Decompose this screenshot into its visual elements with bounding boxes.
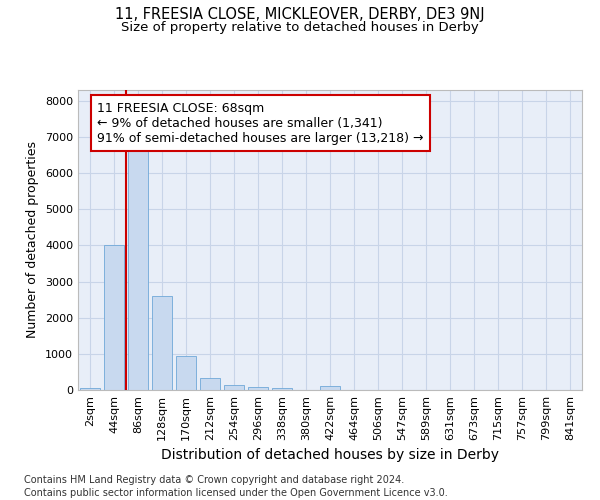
- Y-axis label: Number of detached properties: Number of detached properties: [26, 142, 40, 338]
- Text: Contains HM Land Registry data © Crown copyright and database right 2024.: Contains HM Land Registry data © Crown c…: [24, 475, 404, 485]
- Bar: [128, 152, 148, 390]
- Bar: [176, 356, 196, 390]
- X-axis label: Distribution of detached houses by size in Derby: Distribution of detached houses by size …: [161, 448, 499, 462]
- Bar: [200, 378, 220, 390]
- Bar: [272, 388, 292, 390]
- Bar: [104, 246, 124, 390]
- Bar: [80, 388, 100, 390]
- Bar: [248, 387, 268, 390]
- Text: 11, FREESIA CLOSE, MICKLEOVER, DERBY, DE3 9NJ: 11, FREESIA CLOSE, MICKLEOVER, DERBY, DE…: [115, 8, 485, 22]
- Bar: [320, 386, 340, 390]
- Bar: [152, 296, 172, 390]
- Bar: [224, 386, 244, 390]
- Text: 11 FREESIA CLOSE: 68sqm
← 9% of detached houses are smaller (1,341)
91% of semi-: 11 FREESIA CLOSE: 68sqm ← 9% of detached…: [97, 102, 424, 144]
- Text: Contains public sector information licensed under the Open Government Licence v3: Contains public sector information licen…: [24, 488, 448, 498]
- Text: Size of property relative to detached houses in Derby: Size of property relative to detached ho…: [121, 21, 479, 34]
